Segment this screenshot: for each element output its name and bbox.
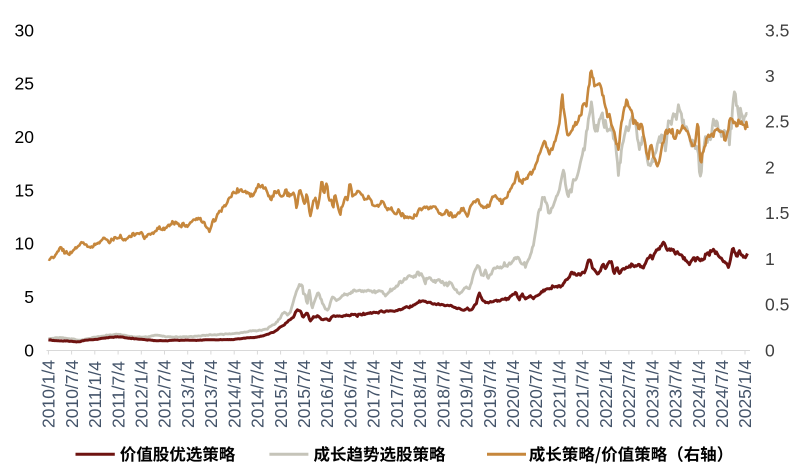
svg-text:2014/1/4: 2014/1/4 <box>224 360 244 428</box>
svg-text:0: 0 <box>24 340 34 360</box>
svg-text:3: 3 <box>765 66 775 86</box>
svg-text:2: 2 <box>765 157 775 177</box>
svg-text:2016/1/4: 2016/1/4 <box>317 360 337 428</box>
svg-text:15: 15 <box>15 180 34 200</box>
svg-text:2016/7/4: 2016/7/4 <box>341 360 361 428</box>
svg-text:1.5: 1.5 <box>765 203 789 223</box>
svg-text:2020/7/4: 2020/7/4 <box>526 360 546 428</box>
svg-text:1: 1 <box>765 249 775 269</box>
svg-text:2015/1/4: 2015/1/4 <box>271 360 291 428</box>
svg-text:2015/7/4: 2015/7/4 <box>294 360 314 428</box>
svg-text:2013/7/4: 2013/7/4 <box>201 360 221 428</box>
svg-text:10: 10 <box>15 234 35 254</box>
svg-text:2023/1/4: 2023/1/4 <box>642 360 662 428</box>
svg-text:2010/7/4: 2010/7/4 <box>62 360 82 428</box>
svg-text:2022/1/4: 2022/1/4 <box>596 360 616 428</box>
svg-text:2.5: 2.5 <box>765 112 789 132</box>
svg-text:2010/1/4: 2010/1/4 <box>39 360 59 428</box>
svg-text:2023/7/4: 2023/7/4 <box>666 360 686 428</box>
svg-text:30: 30 <box>15 20 35 40</box>
svg-text:2022/7/4: 2022/7/4 <box>619 360 639 428</box>
svg-text:2024/1/4: 2024/1/4 <box>689 360 709 428</box>
svg-text:2011/7/4: 2011/7/4 <box>108 361 128 428</box>
svg-text:2020/1/4: 2020/1/4 <box>503 360 523 428</box>
svg-text:2024/7/4: 2024/7/4 <box>712 360 732 428</box>
svg-text:3.5: 3.5 <box>765 20 789 40</box>
svg-text:2017/1/4: 2017/1/4 <box>364 360 384 428</box>
svg-text:2021/7/4: 2021/7/4 <box>573 360 593 428</box>
svg-text:2017/7/4: 2017/7/4 <box>387 360 407 428</box>
svg-text:2019/1/4: 2019/1/4 <box>457 360 477 428</box>
svg-text:5: 5 <box>24 287 34 307</box>
svg-text:20: 20 <box>15 127 35 147</box>
svg-text:2012/1/4: 2012/1/4 <box>132 360 152 428</box>
svg-text:2018/7/4: 2018/7/4 <box>433 360 453 428</box>
svg-text:2011/1/4: 2011/1/4 <box>85 361 105 428</box>
svg-text:2018/1/4: 2018/1/4 <box>410 360 430 428</box>
svg-text:2014/7/4: 2014/7/4 <box>248 360 268 428</box>
svg-text:2025/1/4: 2025/1/4 <box>735 360 755 428</box>
svg-text:0.5: 0.5 <box>765 295 789 315</box>
svg-text:2021/1/4: 2021/1/4 <box>549 360 569 428</box>
svg-text:2019/7/4: 2019/7/4 <box>480 360 500 428</box>
svg-text:2013/1/4: 2013/1/4 <box>178 360 198 428</box>
svg-text:2012/7/4: 2012/7/4 <box>155 360 175 428</box>
svg-text:25: 25 <box>15 74 34 94</box>
svg-text:0: 0 <box>765 340 775 360</box>
